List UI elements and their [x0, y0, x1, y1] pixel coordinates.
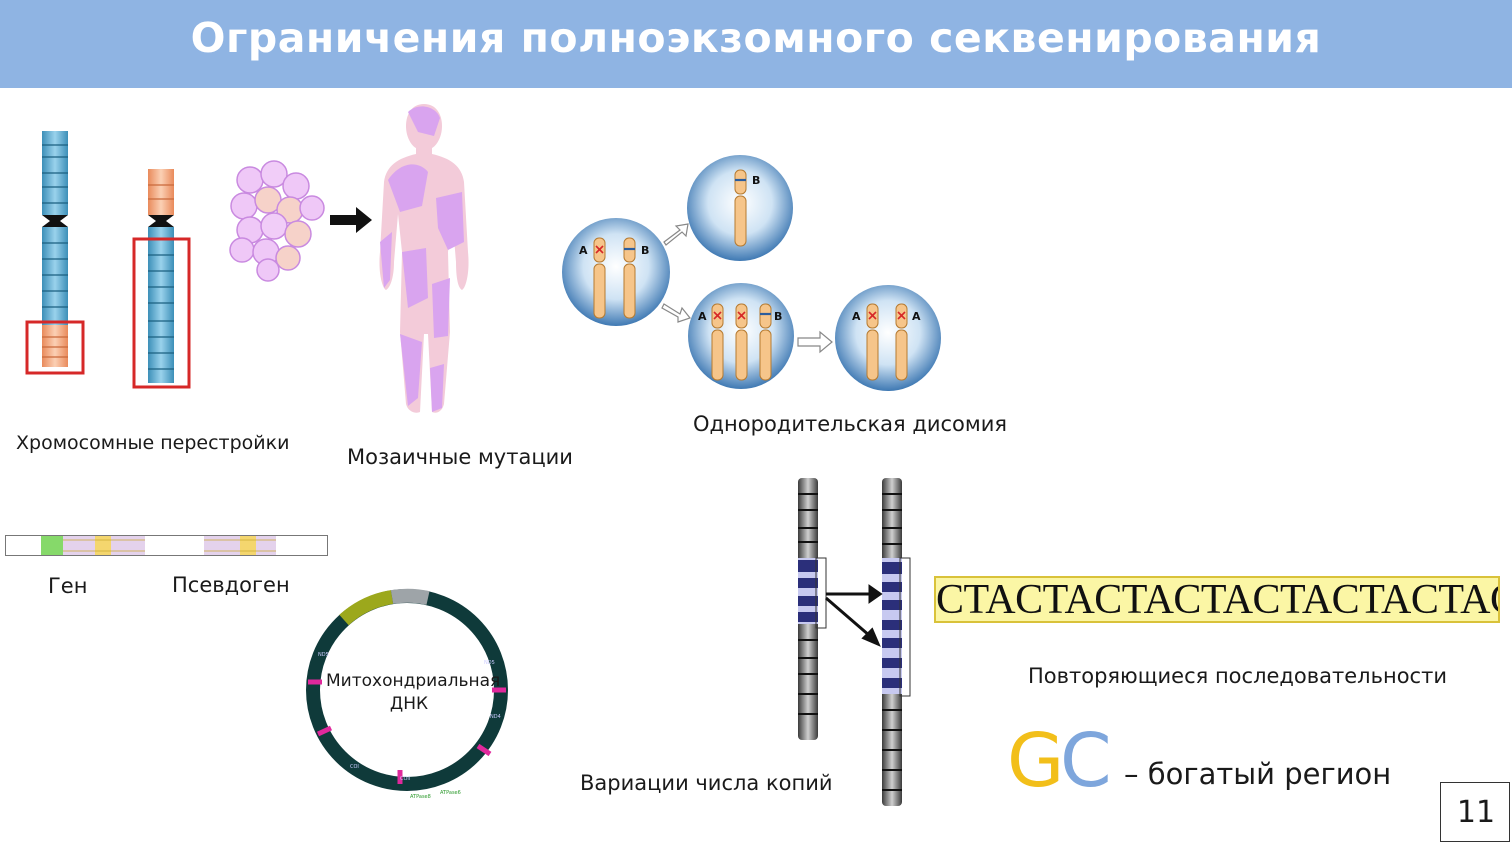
marker-a: A: [698, 310, 707, 323]
human-body-figure: [379, 104, 469, 413]
repeat-sequence-text: CTACTACTACTACTACTACTACTA: [936, 577, 1498, 623]
label-chromosomal-rearrangements: Хромосомные перестройки: [16, 432, 290, 454]
label-gc-rich-region: – богатый регион: [1124, 757, 1392, 791]
svg-text:ATPase6: ATPase6: [440, 790, 461, 796]
svg-text:COII: COII: [400, 776, 410, 782]
slide-title: Ограничения полноэкзомного секвенировани…: [190, 14, 1322, 62]
gene-pseudogene-bar: [5, 535, 328, 556]
copy-number-variation-figure: [798, 478, 911, 806]
svg-text:ND5: ND5: [484, 660, 495, 666]
label-copy-number-variation: Вариации числа копий: [580, 771, 833, 795]
highlight-box-left: [25, 320, 85, 375]
title-bar: [0, 0, 1512, 88]
cell-parent: [562, 218, 670, 326]
mtdna-ring-figure: ND5 ND5 ND4 COI COII ATPase8 ATPase6: [306, 588, 508, 800]
chromosome-right-p-arm: [148, 169, 174, 215]
label-mosaic-mutations: Мозаичные мутации: [347, 445, 573, 469]
page-number-box: 11: [1440, 782, 1510, 842]
chromosome-right-q-arm: [148, 227, 174, 383]
svg-text:COI: COI: [350, 764, 359, 770]
cell-disomy: [835, 285, 941, 391]
marker-b: B: [641, 244, 649, 257]
svg-text:ATPase8: ATPase8: [410, 794, 431, 800]
page-number: 11: [1456, 795, 1496, 830]
label-gene: Ген: [48, 574, 88, 598]
marker-a: A: [912, 310, 921, 323]
label-repeat-sequences: Повторяющиеся последовательности: [1028, 664, 1447, 688]
cell-cluster-icon: [229, 160, 325, 282]
label-pseudogene: Псевдоген: [172, 573, 290, 597]
marker-b: B: [774, 310, 782, 323]
svg-text:ND4: ND4: [490, 714, 501, 720]
mtdna-label-line1: Митохондриальная: [326, 671, 501, 691]
uniparental-disomy-figure: A B B A B A A: [562, 155, 941, 391]
gc-letter-c: C: [1060, 718, 1112, 804]
marker-a: A: [579, 244, 588, 257]
mtdna-label-line2: ДНК: [389, 694, 429, 714]
marker-b: B: [752, 174, 760, 187]
label-uniparental-disomy: Однородительская дисомия: [693, 412, 1008, 436]
highlight-box-right: [132, 237, 191, 389]
svg-text:ND5: ND5: [318, 652, 329, 658]
chromosome-rearrangement-figure: [25, 131, 191, 389]
gc-letter-g: G: [1007, 718, 1065, 804]
label-mitochondrial-dna: Митохондриальная ДНК: [326, 670, 501, 716]
repeat-sequence-box: CTACTACTACTACTACTACTACTA: [934, 576, 1500, 623]
right-arrow-icon: [330, 207, 372, 233]
marker-a: A: [852, 310, 861, 323]
